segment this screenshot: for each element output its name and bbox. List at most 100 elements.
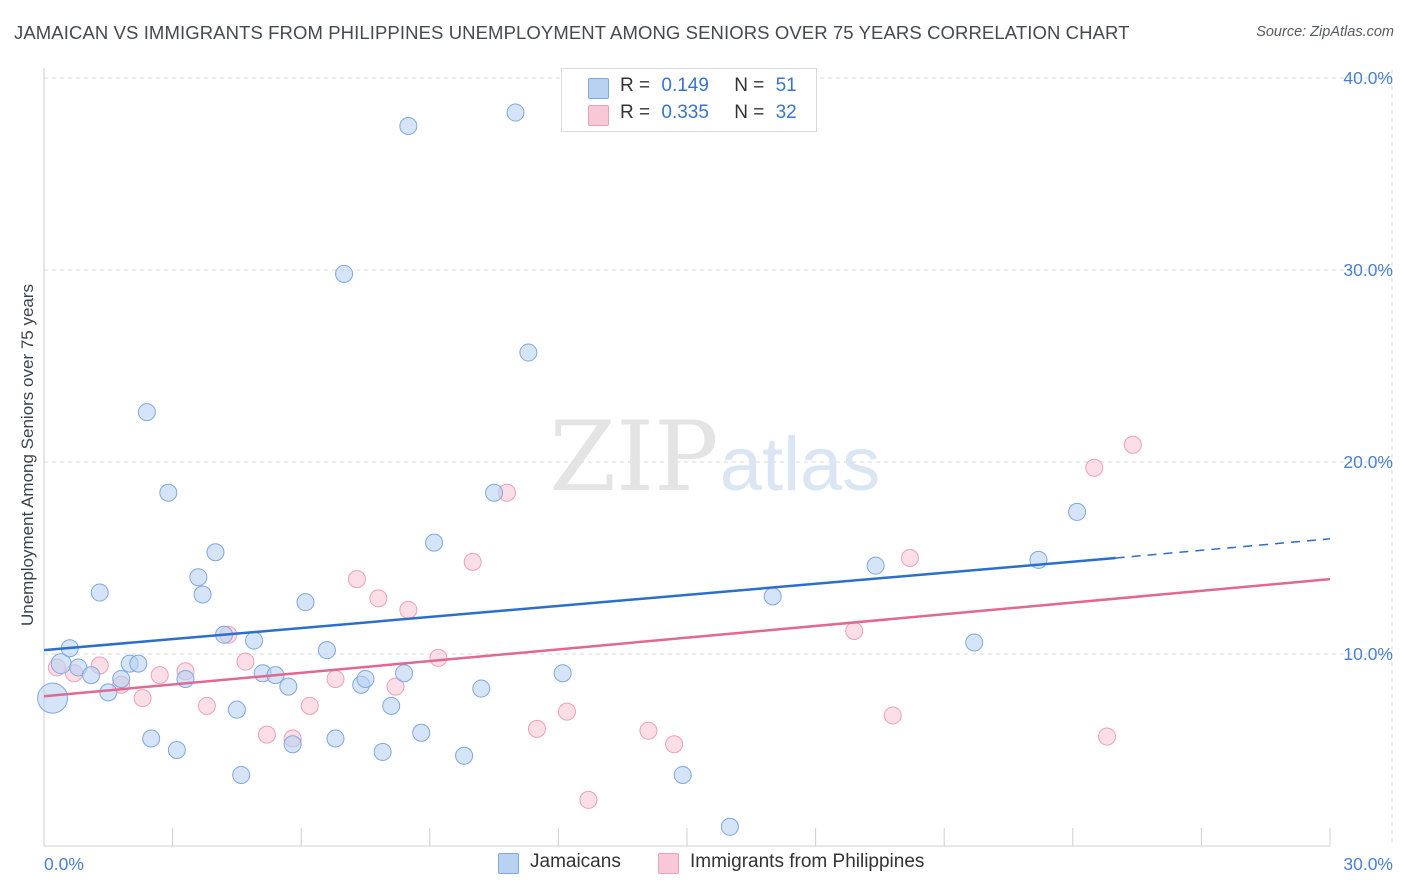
philippines-point	[665, 735, 684, 754]
philippines-point	[386, 677, 405, 696]
jamaicans-point	[399, 117, 418, 135]
philippines-point	[845, 621, 864, 640]
jamaicans-point	[382, 696, 401, 715]
y-tick-label: 40.0%	[1343, 68, 1393, 88]
jamaicans-point	[673, 765, 692, 784]
jamaicans-point	[99, 683, 118, 702]
jamaicans-point	[326, 729, 345, 748]
jamaicans-swatch	[588, 78, 609, 99]
jamaicans-point	[506, 103, 525, 122]
legend-r-value: 0.335	[661, 102, 709, 123]
philippines-point	[1098, 727, 1117, 746]
jamaicans-point	[129, 654, 148, 673]
philippines-point	[527, 719, 546, 738]
philippines-point	[236, 652, 255, 671]
philippines-point	[1123, 435, 1142, 454]
grid-lines	[44, 70, 1393, 846]
jamaicans-point	[1068, 502, 1087, 521]
jamaicans-point	[335, 264, 354, 283]
jamaicans-point	[296, 593, 315, 612]
philippines-swatch	[658, 853, 679, 874]
jamaicans-point	[763, 587, 782, 606]
jamaicans-points	[37, 103, 1087, 836]
jamaicans-point	[553, 664, 572, 683]
y-tick-label: 10.0%	[1343, 644, 1393, 664]
legend-n-value: 51	[775, 75, 797, 96]
jamaicans-point	[519, 343, 538, 362]
legend-n-label: N =	[734, 75, 765, 96]
jamaicans-point	[37, 682, 69, 714]
jamaicans-point	[90, 583, 109, 602]
philippines-point	[133, 689, 152, 708]
jamaicans-point	[965, 633, 984, 652]
jamaicans-point	[283, 735, 302, 754]
jamaicans-point	[866, 556, 885, 575]
jamaicans-point	[472, 679, 491, 698]
legend-n-value: 32	[775, 102, 797, 123]
philippines-point	[557, 702, 576, 721]
philippines-point	[326, 669, 345, 688]
philippines-point	[257, 725, 276, 744]
jamaicans-point	[720, 817, 739, 836]
y-tick-label: 30.0%	[1343, 260, 1393, 280]
philippines-point	[463, 552, 482, 571]
jamaicans-point	[232, 765, 251, 784]
philippines-point	[197, 696, 216, 715]
jamaicans-point	[193, 585, 212, 604]
jamaicans-point	[395, 664, 414, 683]
philippines-swatch	[588, 105, 609, 126]
jamaicans-point	[82, 666, 101, 685]
jamaicans-point	[425, 533, 444, 552]
jamaicans-trend-line	[43, 556, 1116, 652]
x-tick-label: 30.0%	[1343, 854, 1393, 874]
legend-n-label: N =	[734, 102, 765, 123]
trend-lines	[43, 538, 1331, 698]
watermark-atlas: atlas	[720, 422, 881, 507]
jamaicans-point	[189, 568, 208, 587]
watermark: ZIP atlas	[549, 401, 880, 513]
jamaicans-point	[167, 741, 186, 759]
jamaicans-point	[137, 403, 156, 422]
philippines-point	[429, 648, 448, 667]
jamaicans-point	[227, 700, 246, 719]
jamaicans-point	[373, 742, 392, 761]
philippines-point	[399, 600, 418, 619]
philippines-point	[883, 706, 902, 725]
jamaicans-point	[142, 729, 161, 748]
legend-r-label: R =	[620, 75, 651, 96]
watermark-zip: ZIP	[549, 401, 718, 513]
legend-r-label: R =	[620, 102, 651, 123]
chart-title: JAMAICAN VS IMMIGRANTS FROM PHILIPPINES …	[14, 22, 1130, 43]
philippines-point	[347, 570, 366, 589]
philippines-point	[369, 589, 388, 608]
jamaicans-point	[485, 483, 504, 502]
jamaicans-point	[245, 631, 264, 650]
legend-r-value: 0.149	[661, 75, 709, 96]
philippines-point	[900, 549, 919, 567]
source-label: Source: ZipAtlas.com	[1256, 24, 1394, 40]
x-tick-label: 0.0%	[44, 854, 84, 874]
jamaicans-point	[279, 677, 298, 696]
jamaicans-point	[455, 746, 474, 765]
jamaicans-point	[112, 669, 131, 688]
jamaicans-point	[159, 483, 178, 502]
axes	[43, 68, 1331, 847]
philippines-point	[1085, 458, 1104, 477]
jamaicans-trend-extension	[1115, 538, 1331, 559]
philippines-trend-line	[43, 577, 1331, 698]
philippines-point	[639, 721, 658, 740]
jamaicans-swatch	[498, 853, 519, 874]
jamaicans-point	[317, 641, 336, 660]
philippines-point	[150, 666, 169, 685]
jamaicans-point	[356, 669, 375, 688]
correlation-legend: R = 0.149 N = 51 R = 0.335 N = 32	[561, 68, 817, 132]
legend-label-jamaicans: Jamaicans	[530, 851, 621, 872]
philippines-point	[579, 790, 598, 809]
philippines-point	[300, 696, 319, 715]
jamaicans-point	[206, 543, 225, 562]
tick-labels: 10.0% 20.0% 30.0% 40.0% 0.0% 30.0%	[44, 68, 1393, 874]
legend-label-philippines: Immigrants from Philippines	[690, 851, 925, 872]
y-axis-label: Unemployment Among Seniors over 75 years	[18, 284, 37, 626]
jamaicans-point	[412, 723, 431, 742]
